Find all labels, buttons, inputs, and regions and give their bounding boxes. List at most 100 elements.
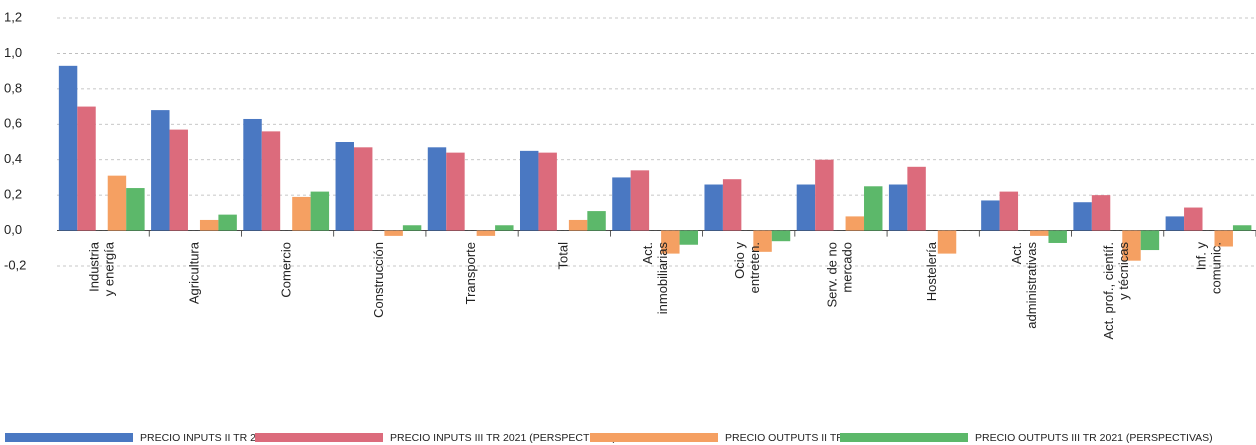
x-tick-label: Comercio	[279, 242, 294, 298]
x-tick-label: Inf. ycomunic.	[1194, 242, 1224, 295]
y-tick-label: 1,0	[4, 45, 22, 60]
bar	[1140, 230, 1160, 251]
y-tick-label: -0,2	[4, 257, 26, 272]
bar	[107, 175, 127, 231]
x-tick-label-line: mercado	[840, 242, 855, 293]
x-tick-label-line: Hostelería	[925, 241, 940, 301]
x-tick-label: Total	[556, 242, 571, 270]
x-tick-label: Construcción	[371, 242, 386, 318]
bar	[77, 106, 96, 231]
x-tick-label: Act. prof., científ.y técnicas	[1102, 242, 1132, 340]
x-tick-label-line: Ocio y	[733, 242, 748, 279]
bar	[151, 110, 170, 231]
x-tick-label: Transporte	[463, 242, 478, 304]
bar	[1184, 207, 1203, 231]
bar	[427, 147, 447, 231]
bar	[612, 177, 631, 231]
bar	[1122, 230, 1141, 261]
y-tick-label: 0,4	[4, 151, 22, 166]
x-tick-label-line: y técnicas	[1117, 242, 1132, 300]
bar	[1030, 230, 1049, 236]
bar	[1048, 230, 1067, 243]
x-tick-label-line: Serv. de no	[825, 242, 840, 308]
bar	[907, 166, 926, 231]
bar	[126, 188, 145, 231]
bar	[243, 118, 262, 231]
y-tick-label: 0,8	[4, 80, 22, 95]
bar	[1232, 225, 1252, 231]
x-tick-label-line: Act. prof., científ.	[1102, 242, 1117, 340]
bar	[199, 219, 219, 231]
y-tick-label: 0,6	[4, 116, 22, 131]
x-tick-label-line: Industria	[87, 241, 102, 292]
bar	[815, 159, 834, 231]
y-tick-label: 1,2	[4, 9, 22, 24]
bar	[679, 230, 699, 245]
bar	[568, 219, 588, 231]
x-tick-label-line: Act.	[640, 242, 655, 264]
bar	[630, 170, 650, 231]
x-tick-label-line: Construcción	[371, 242, 386, 318]
bar	[538, 152, 557, 231]
bar	[519, 150, 539, 231]
bar	[1214, 230, 1233, 247]
x-tick-label-line: Act.	[1009, 242, 1024, 264]
legend-label: PRECIO OUTPUTS III TR 2021 (PERSPECTIVAS…	[975, 432, 1213, 444]
bar	[888, 184, 908, 231]
y-tick-label: 0,2	[4, 187, 22, 202]
bar	[218, 214, 237, 231]
bar	[353, 147, 373, 231]
bar	[402, 225, 422, 231]
bar	[310, 191, 330, 231]
x-tick-label: Serv. de nomercado	[825, 242, 855, 308]
bar	[446, 152, 465, 231]
legend-swatch	[590, 433, 718, 442]
bar	[937, 230, 957, 254]
legend-swatch	[255, 433, 383, 442]
legend-label: PRECIO OUTPUTS II TR 2021	[725, 432, 870, 444]
bar	[58, 65, 78, 231]
bar	[495, 225, 514, 231]
bar	[587, 211, 606, 231]
x-tick-label-line: y energía	[102, 241, 117, 296]
x-tick-label-line: inmobiliarias	[655, 242, 670, 315]
x-tick-label: Act.inmobiliarias	[640, 242, 670, 315]
legend-label: PRECIO INPUTS II TR 2021	[140, 432, 274, 444]
x-tick-label: Agricultura	[187, 241, 202, 304]
bar	[999, 191, 1019, 231]
x-tick-label: Act.administrativas	[1009, 242, 1039, 329]
x-tick-label-line: Agricultura	[187, 241, 202, 304]
bar	[796, 184, 816, 231]
bar	[661, 230, 680, 254]
bar	[753, 230, 772, 252]
bar	[845, 216, 865, 231]
x-tick-label-line: administrativas	[1024, 242, 1039, 329]
bar	[981, 200, 1000, 231]
x-tick-label-line: Transporte	[463, 242, 478, 304]
bar	[1073, 202, 1092, 231]
x-tick-label-line: entreten.	[748, 242, 763, 293]
bar	[292, 196, 311, 231]
x-tick-label-line: Inf. y	[1194, 242, 1209, 271]
bar	[1091, 195, 1111, 231]
bar	[704, 184, 723, 231]
x-tick-label: Ocio yentreten.	[733, 242, 763, 294]
bar	[476, 230, 496, 236]
bar	[169, 129, 188, 231]
legend-label: PRECIO INPUTS III TR 2021 (PERSPECTIVAS)	[390, 432, 616, 444]
x-tick-label-line: comunic.	[1209, 242, 1224, 294]
bar	[384, 230, 403, 236]
bar	[864, 186, 883, 231]
legend-swatch	[840, 433, 968, 442]
x-tick-label-line: Total	[556, 242, 571, 270]
x-tick-label: Industriay energía	[87, 241, 117, 296]
bar	[335, 142, 354, 231]
bar	[771, 230, 791, 242]
bar	[722, 179, 742, 231]
legend-swatch	[5, 433, 133, 442]
x-tick-label-line: Comercio	[279, 242, 294, 298]
x-tick-label: Hostelería	[925, 241, 940, 301]
bar	[261, 131, 281, 231]
bar	[1165, 216, 1185, 231]
